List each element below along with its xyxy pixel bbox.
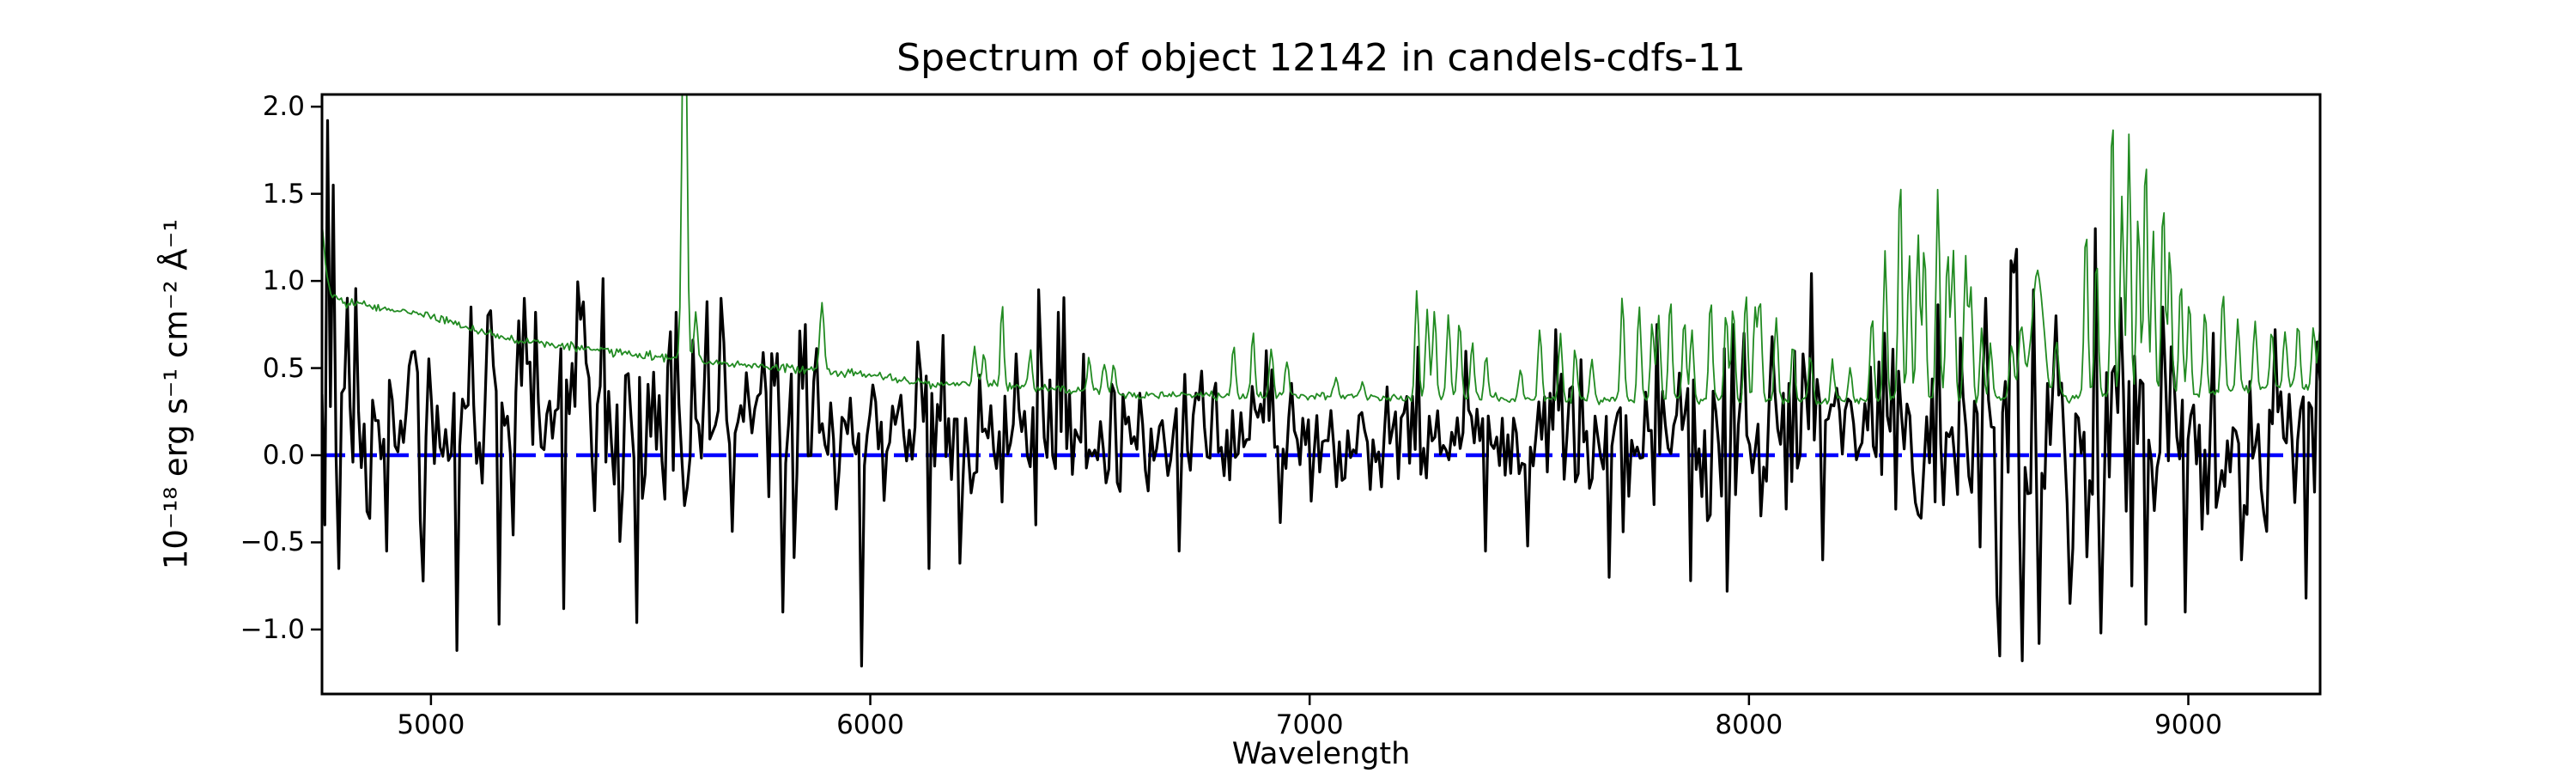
error-sky-line bbox=[322, 94, 2320, 405]
y-tick-label: 0.0 bbox=[262, 440, 305, 472]
x-tick-label: 9000 bbox=[2154, 709, 2222, 740]
y-tick-label: 1.0 bbox=[262, 265, 305, 297]
y-tick-label: 1.5 bbox=[262, 178, 305, 210]
object-flux-line bbox=[322, 119, 2320, 668]
x-tick-label: 7000 bbox=[1275, 709, 1344, 740]
y-tick-label: 2.0 bbox=[262, 91, 305, 123]
y-tick-label: −1.0 bbox=[240, 613, 305, 645]
x-tick-label: 6000 bbox=[836, 709, 904, 740]
x-tick-label: 8000 bbox=[1715, 709, 1783, 740]
plot-title: Spectrum of object 12142 in candels-cdfs… bbox=[896, 36, 1746, 80]
y-tick-label: 0.5 bbox=[262, 352, 305, 384]
y-tick-label: −0.5 bbox=[240, 526, 305, 558]
x-axis-label: Wavelength bbox=[1231, 737, 1411, 771]
axes-spines bbox=[320, 93, 2322, 696]
x-tick-label: 5000 bbox=[397, 709, 465, 740]
